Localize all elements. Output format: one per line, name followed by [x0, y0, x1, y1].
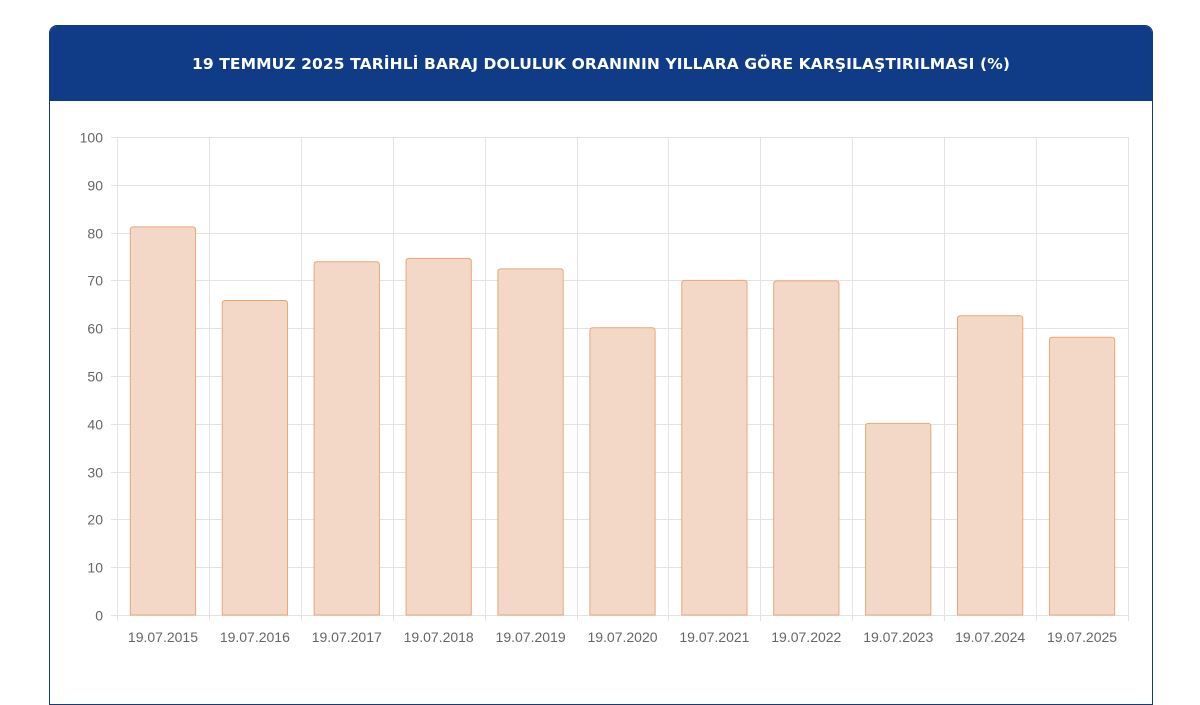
x-tick-label: 19.07.2023 [863, 629, 933, 645]
x-tick-label: 19.07.2021 [679, 629, 749, 645]
bar-19.07.2020[interactable] [589, 327, 656, 616]
x-axis: 19.07.2015 19.07.2016 19.07.2017 19.07.2018… [128, 629, 1117, 645]
y-tick-label: 80 [87, 226, 103, 242]
bar-19.07.2021[interactable] [681, 279, 748, 616]
x-tick-label: 19.07.2015 [128, 629, 198, 645]
y-tick-label: 90 [87, 178, 103, 194]
y-tick-label: 40 [87, 417, 103, 433]
bars [129, 226, 1116, 616]
bar-19.07.2019[interactable] [497, 268, 564, 616]
y-tick-label: 20 [87, 512, 103, 528]
x-tick-label: 19.07.2022 [771, 629, 841, 645]
bar-19.07.2015[interactable] [129, 226, 197, 616]
x-tick-label: 19.07.2025 [1047, 629, 1117, 645]
y-tick-label: 70 [87, 273, 103, 289]
x-tick-label: 19.07.2018 [404, 629, 474, 645]
y-tick-label: 30 [87, 465, 103, 481]
bar-19.07.2023[interactable] [865, 422, 932, 616]
x-tick-label: 19.07.2019 [496, 629, 566, 645]
y-axis: 0 10 20 30 40 50 60 70 80 90 100 [80, 130, 104, 624]
x-tick-label: 19.07.2017 [312, 629, 382, 645]
y-tick-label: 50 [87, 369, 103, 385]
x-tick-label: 19.07.2020 [587, 629, 657, 645]
bar-19.07.2025[interactable] [1048, 336, 1116, 616]
chart-title: 19 TEMMUZ 2025 TARİHLİ BARAJ DOLULUK ORA… [50, 26, 1152, 101]
bar-19.07.2017[interactable] [313, 261, 380, 616]
bar-19.07.2024[interactable] [957, 315, 1024, 616]
x-tick-label: 19.07.2016 [220, 629, 290, 645]
y-tick-label: 0 [95, 608, 103, 624]
x-tick-label: 19.07.2024 [955, 629, 1025, 645]
bar-19.07.2018[interactable] [405, 257, 472, 616]
y-tick-label: 10 [87, 560, 103, 576]
bar-19.07.2016[interactable] [221, 299, 288, 616]
y-tick-label: 60 [87, 321, 103, 337]
bar-19.07.2022[interactable] [773, 280, 840, 616]
y-tick-label: 100 [80, 130, 104, 146]
